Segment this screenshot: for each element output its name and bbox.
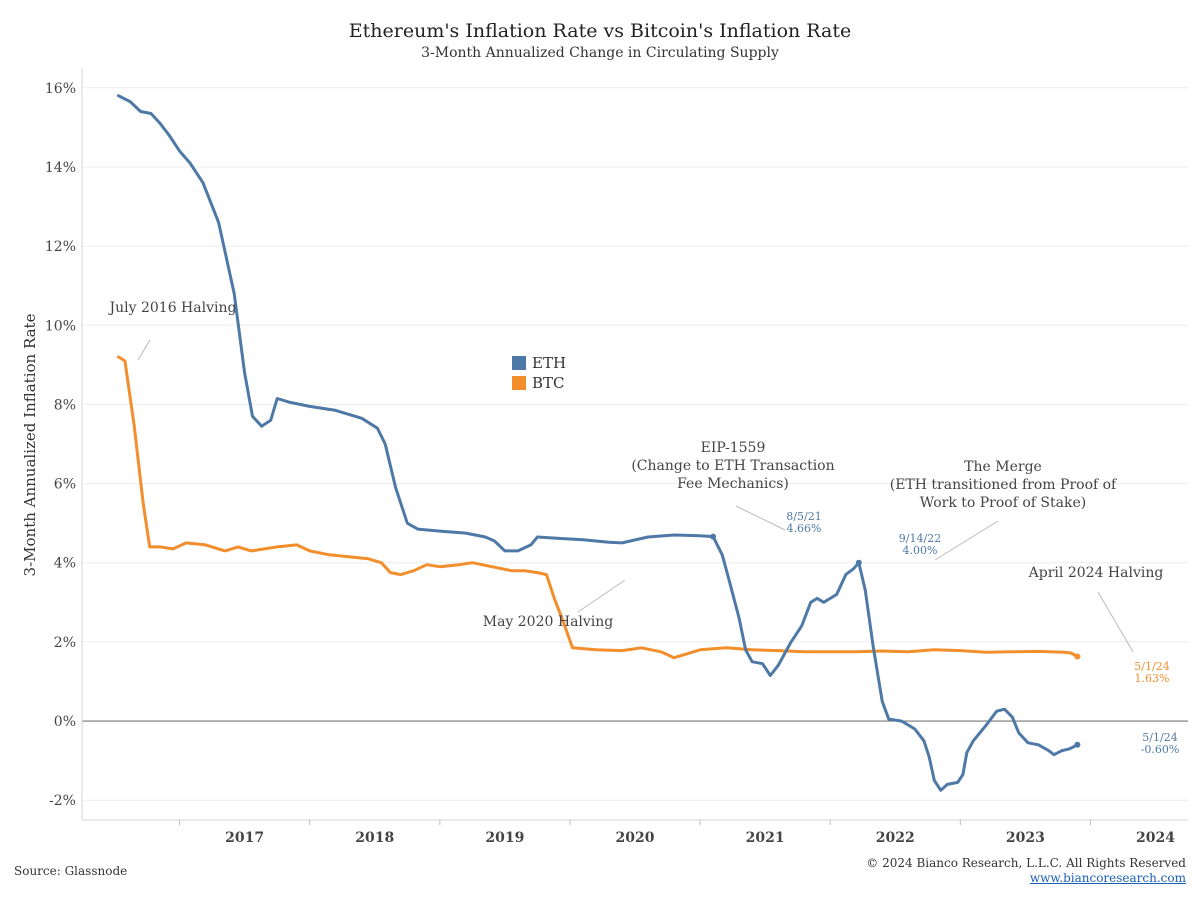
copyright-text: © 2024 Bianco Research, L.L.C. All Right… [866, 856, 1186, 870]
annotation-label: The Merge (ETH transitioned from Proof of… [890, 459, 1118, 511]
annotation-label: April 2024 Halving [1028, 565, 1164, 581]
data-label-date: 5/1/24 [1134, 660, 1169, 673]
series-line-btc [116, 355, 1079, 660]
legend-swatch-btc [512, 376, 526, 390]
y-tick-label: 14% [45, 160, 76, 176]
annotation-leader [137, 339, 151, 361]
legend-swatch-eth [512, 356, 526, 370]
data-label-date: 9/14/22 [899, 532, 941, 545]
y-tick-label: 0% [54, 714, 76, 730]
gridlines [81, 68, 1188, 821]
data-label-value: 4.00% [903, 544, 938, 557]
y-tick-label: 4% [54, 556, 76, 572]
data-label-date: 5/1/24 [1142, 731, 1177, 744]
x-tick-label: 2022 [876, 830, 915, 846]
y-tick-label: 2% [54, 635, 76, 651]
data-label-date: 8/5/21 [786, 510, 821, 523]
x-tick-label: 2020 [616, 830, 655, 846]
data-label-value: -0.60% [1141, 743, 1180, 756]
footer-credits: © 2024 Bianco Research, L.L.C. All Right… [866, 856, 1186, 886]
y-tick-label: 16% [45, 81, 76, 97]
x-tick-label: 2017 [225, 830, 264, 846]
x-tick-label: 2024 [1136, 830, 1175, 846]
series-line-eth [116, 94, 1079, 792]
data-point-marker [1074, 741, 1081, 748]
data-point-marker [1074, 653, 1081, 660]
y-tick-label: -2% [49, 793, 76, 809]
data-point-marker [710, 533, 717, 540]
x-tick-label: 2021 [746, 830, 785, 846]
x-axis-ticks: 2017 2018 2019 2020 2021 2022 2023 2024 [179, 820, 1175, 846]
data-label-value: 4.66% [787, 522, 822, 535]
x-tick-label: 2018 [355, 830, 394, 846]
y-axis-ticks: 16% 14% 12% 10% 8% 6% 4% 2% 0% -2% [45, 81, 76, 809]
y-axis-label: 3-Month Annualized Inflation Rate [21, 313, 39, 576]
legend: ETH BTC [512, 354, 566, 392]
annotation-leader [735, 505, 786, 531]
data-label-value: 1.63% [1135, 672, 1170, 685]
y-tick-label: 10% [45, 318, 76, 334]
annotation-label: July 2016 Halving [108, 300, 237, 316]
source-note: Source: Glassnode [14, 864, 128, 878]
annotation-leader [934, 520, 999, 561]
y-tick-label: 12% [45, 239, 76, 255]
y-tick-label: 8% [54, 397, 76, 413]
annotation-leader [577, 579, 626, 613]
annotation-leader [1097, 591, 1134, 653]
annotations: July 2016 Halving May 2020 Halving EIP-155… [108, 300, 1180, 756]
legend-label-eth: ETH [532, 354, 566, 372]
y-tick-label: 6% [54, 477, 76, 493]
annotation-label: EIP-1559 (Change to ETH Transaction Fee Me… [631, 440, 834, 492]
x-tick-label: 2023 [1006, 830, 1045, 846]
chart-subtitle: 3-Month Annualized Change in Circulating… [421, 45, 779, 61]
legend-label-btc: BTC [532, 374, 565, 392]
x-tick-label: 2019 [485, 830, 524, 846]
series-lines [116, 94, 1079, 792]
website-link[interactable]: www.biancoresearch.com [1029, 871, 1186, 885]
chart-title: Ethereum's Inflation Rate vs Bitcoin's I… [349, 20, 851, 42]
annotation-label: May 2020 Halving [483, 614, 614, 630]
data-point-marker [855, 559, 862, 566]
